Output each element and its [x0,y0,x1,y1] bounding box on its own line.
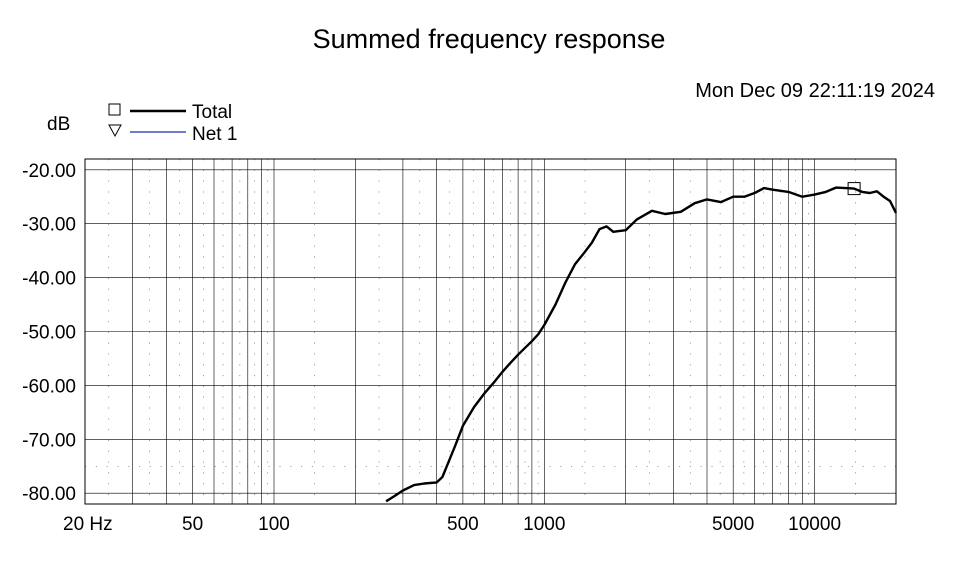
series-marker-total [847,182,861,196]
x-tick-label: 20 Hz [63,514,113,535]
legend: Total Net 1 [108,102,237,145]
y-tick-label: -40.00 [22,269,76,290]
x-tick-label: 100 [258,514,290,535]
y-tick-label: -30.00 [22,215,76,236]
y-tick-label: -80.00 [22,484,76,505]
legend-label-total: Total [192,102,232,123]
y-tick-label: -20.00 [22,161,76,182]
x-tick-label: 5000 [712,514,754,535]
plot-frame [84,158,897,505]
grid [84,159,897,504]
x-tick-label: 50 [182,514,203,535]
timestamp: Mon Dec 09 22:11:19 2024 [695,80,935,102]
y-axis-label: dB [47,114,70,135]
y-tick-label: -70.00 [22,430,76,451]
y-tick-label: -60.00 [22,376,76,397]
chart-title: Summed frequency response [313,24,666,54]
legend-marker-net1 [108,124,122,138]
x-tick-labels: 20 Hz 50 100 500 1000 5000 10000 [63,514,841,535]
x-tick-label: 10000 [788,514,841,535]
legend-label-net1: Net 1 [192,124,237,145]
y-tick-label: -50.00 [22,323,76,344]
x-tick-label: 1000 [523,514,565,535]
series-line-total [385,186,898,503]
legend-marker-total [108,103,121,116]
series-group [385,182,898,503]
y-tick-labels: -20.00 -30.00 -40.00 -50.00 -60.00 -70.00 -80.… [22,161,76,505]
x-tick-label: 500 [447,514,479,535]
